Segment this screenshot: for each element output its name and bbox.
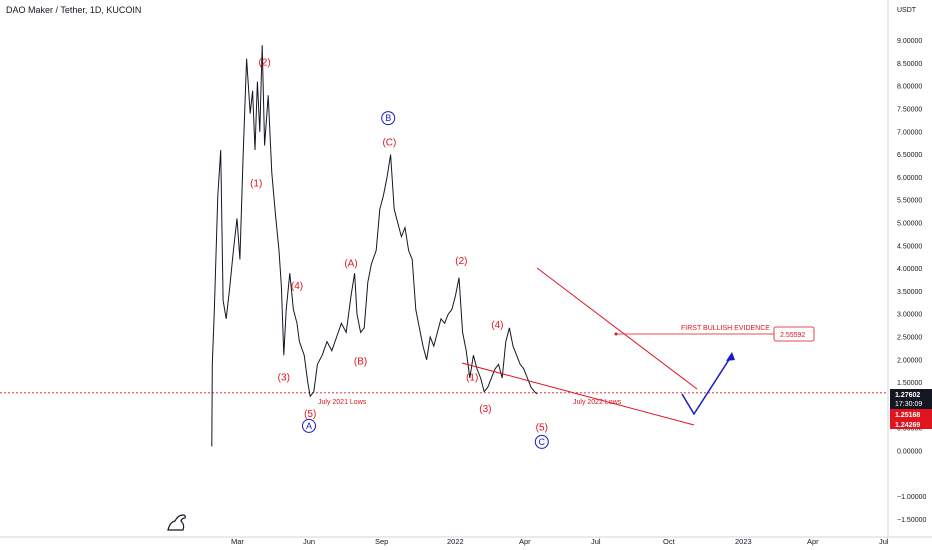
time-tick-label: 2023 <box>735 537 752 546</box>
price-tick-label: 8.00000 <box>897 84 922 91</box>
bullish-evidence-box <box>773 326 815 342</box>
price-tick-label: 8.50000 <box>897 61 922 68</box>
price-axis-ticks: 9.00000 8.50000 8.00000 7.50000 7.00000 6.500… <box>897 38 926 524</box>
price-tick-label: 6.50000 <box>897 152 922 159</box>
price-axis-unit: USDT <box>897 7 917 14</box>
time-tick-label: Jul <box>879 537 889 546</box>
wave-label-red: (C) <box>382 137 396 148</box>
level-tag-2-value: 1.24269 <box>895 422 920 429</box>
time-tick-label: Apr <box>807 537 819 546</box>
last-price-tag <box>890 389 932 409</box>
level-tag-1 <box>890 409 932 419</box>
wave-circle-blue <box>534 434 549 449</box>
wave-circle-blue <box>302 418 316 433</box>
price-tick-label: 7.00000 <box>897 129 922 136</box>
price-tick-label: 7.50000 <box>897 107 922 114</box>
wave-label-red: (5) <box>304 409 316 420</box>
projection-path <box>681 354 733 416</box>
time-tick-label: Jul <box>591 537 601 546</box>
july-2022-lows-label: July 2022 Lows <box>573 399 622 406</box>
price-tick-label: 1.50000 <box>897 380 922 387</box>
time-tick-label: Mar <box>231 537 244 546</box>
wave-label-blue: A <box>306 421 312 431</box>
price-tick-label: 3.00000 <box>897 312 922 319</box>
wave-label-red: (1) <box>466 372 478 383</box>
wave-label-red: (3) <box>278 372 290 383</box>
price-tick-label: 9.00000 <box>897 38 922 45</box>
price-tick-label: 4.00000 <box>897 266 922 273</box>
level-tag-2 <box>890 419 932 429</box>
price-tick-label: 0.50000 <box>897 426 922 433</box>
level-tag-1-value: 1.25168 <box>895 412 920 419</box>
channel-lower-line <box>461 362 695 426</box>
price-series-line <box>211 45 538 447</box>
bullish-evidence-dot <box>614 332 618 336</box>
wave-label-red: (5) <box>536 422 548 433</box>
price-tick-label: 3.50000 <box>897 289 922 296</box>
wave-label-blue: B <box>385 113 391 123</box>
time-axis-ticks: Mar Jun Sep 2022 Apr Jul Oct 2023 Apr Jul <box>231 537 889 546</box>
wave-label-red: (2) <box>455 256 467 267</box>
price-tick-label: 5.50000 <box>897 198 922 205</box>
price-tick-label: 6.00000 <box>897 175 922 182</box>
wave-label-red: (4) <box>291 281 303 292</box>
wave-label-red: (1) <box>250 179 262 190</box>
bullish-evidence-label: FIRST BULLISH EVIDENCE <box>681 325 770 332</box>
price-tick-label: 5.00000 <box>897 221 922 228</box>
chart-title: DAO Maker / Tether, 1D, KUCOIN <box>6 5 142 15</box>
time-tick-label: Jun <box>303 537 315 546</box>
wave-label-red: (A) <box>344 258 357 269</box>
wave-label-blue: C <box>539 437 546 447</box>
channel-upper-line <box>536 267 698 390</box>
price-tick-label: 4.50000 <box>897 243 922 250</box>
july-2021-lows-label: July 2021 Lows <box>318 399 367 406</box>
price-tick-label: −1.50000 <box>897 517 926 524</box>
wave-label-red: (B) <box>354 356 367 367</box>
price-tick-label: −1.00000 <box>897 494 926 501</box>
time-tick-label: Sep <box>375 537 388 546</box>
price-tick-label: 0.00000 <box>897 449 922 456</box>
time-tick-label: Apr <box>519 537 531 546</box>
projection-arrowhead <box>726 352 735 361</box>
tradingview-logo-icon <box>167 514 186 531</box>
wave-label-red: (2) <box>258 58 270 69</box>
price-tick-label: 2.00000 <box>897 357 922 364</box>
last-price-value: 1.27602 <box>895 392 920 399</box>
price-tick-label: 2.50000 <box>897 335 922 342</box>
bullish-evidence-value: 2.55592 <box>780 332 805 339</box>
wave-label-red: (3) <box>479 404 491 415</box>
wave-circle-blue <box>381 111 396 126</box>
wave-label-red: (4) <box>491 320 503 331</box>
wave-labels: (2)(1)(4)(3)(5)(A)(B)(C)(1)(2)(3)(4)(5)A… <box>250 58 549 449</box>
time-tick-label: 2022 <box>447 537 464 546</box>
time-tick-label: Oct <box>663 537 676 546</box>
countdown-value: 17:30:09 <box>895 401 922 408</box>
